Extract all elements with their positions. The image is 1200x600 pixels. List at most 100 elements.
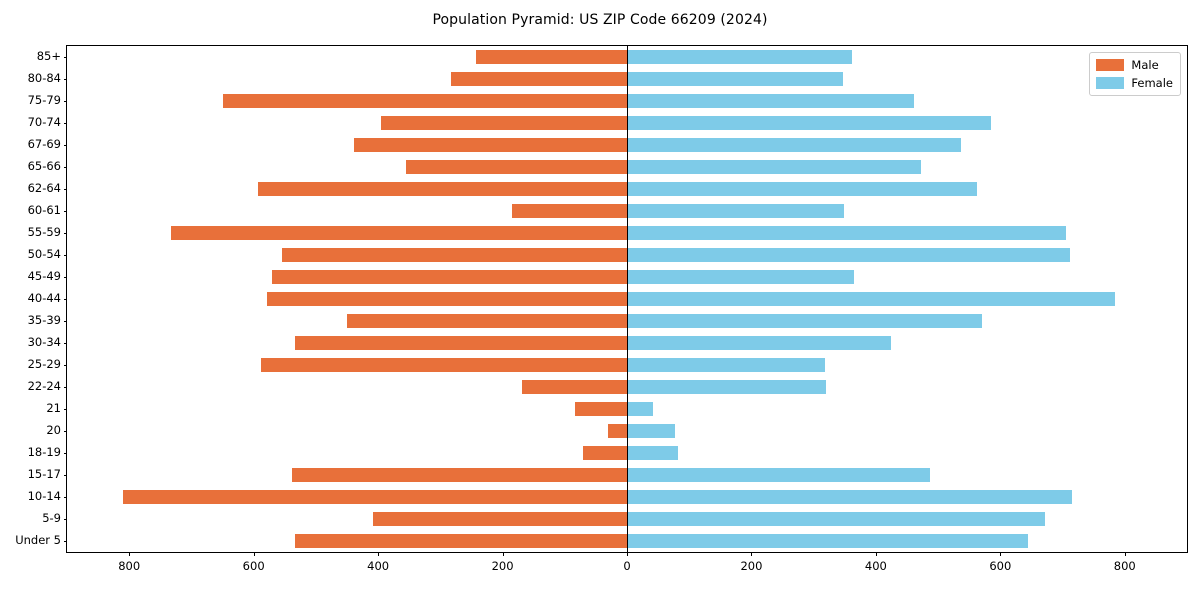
legend-item-male[interactable]: Male xyxy=(1096,58,1173,72)
y-tick-mark xyxy=(63,277,67,278)
x-tick-label-600-7: 600 xyxy=(989,559,1012,573)
legend-label-female: Female xyxy=(1131,76,1173,90)
y-tick-label-10-14: 10-14 xyxy=(27,489,61,503)
bar-row xyxy=(67,116,1187,130)
y-tick-label-under-5: Under 5 xyxy=(15,533,61,547)
bar-male-20 xyxy=(608,424,627,438)
bar-row xyxy=(67,270,1187,284)
y-tick-mark xyxy=(63,79,67,80)
bar-male-under-5 xyxy=(295,534,627,548)
y-tick-mark xyxy=(63,541,67,542)
legend-swatch-female xyxy=(1096,77,1125,89)
y-tick-label-22-24: 22-24 xyxy=(27,379,61,393)
bar-female-60-61 xyxy=(627,204,844,218)
x-tick-mark xyxy=(627,552,628,556)
y-tick-label-25-29: 25-29 xyxy=(27,357,61,371)
bar-row xyxy=(67,160,1187,174)
y-tick-label-18-19: 18-19 xyxy=(27,445,61,459)
y-tick-label-67-69: 67-69 xyxy=(27,137,61,151)
x-tick-mark xyxy=(1124,552,1126,556)
y-tick-mark xyxy=(63,167,67,168)
bar-male-21 xyxy=(574,402,627,416)
x-tick-label-800-8: 800 xyxy=(1113,559,1136,573)
bar-row xyxy=(67,424,1187,438)
x-tick-mark xyxy=(253,552,255,556)
bar-row xyxy=(67,468,1187,482)
y-tick-mark xyxy=(63,123,67,124)
bar-female-21 xyxy=(627,402,654,416)
x-tick-mark xyxy=(751,552,753,556)
bar-row xyxy=(67,182,1187,196)
bar-row xyxy=(67,402,1187,416)
bar-male-35-39 xyxy=(347,314,627,328)
x-tick-label-200-3: 200 xyxy=(491,559,514,573)
y-tick-label-5-9: 5-9 xyxy=(42,511,61,525)
y-tick-label-50-54: 50-54 xyxy=(27,247,61,261)
bar-male-22-24 xyxy=(522,380,627,394)
bar-row xyxy=(67,204,1187,218)
x-tick-mark xyxy=(378,552,380,556)
y-tick-mark xyxy=(63,387,67,388)
bar-female-22-24 xyxy=(627,380,827,394)
bar-female-80-84 xyxy=(627,72,843,86)
bar-row xyxy=(67,490,1187,504)
bar-male-10-14 xyxy=(123,490,627,504)
x-tick-label-400-2: 400 xyxy=(367,559,390,573)
bar-male-40-44 xyxy=(267,292,627,306)
bar-row xyxy=(67,72,1187,86)
plot-area xyxy=(67,46,1187,552)
bar-female-45-49 xyxy=(627,270,855,284)
bar-row xyxy=(67,248,1187,262)
bar-male-15-17 xyxy=(292,468,627,482)
y-tick-mark xyxy=(63,189,67,190)
x-tick-label-400-6: 400 xyxy=(864,559,887,573)
chart-legend: Male Female xyxy=(1089,52,1181,96)
x-tick-label-200-5: 200 xyxy=(740,559,763,573)
bar-female-70-74 xyxy=(627,116,991,130)
bar-male-50-54 xyxy=(281,248,627,262)
bar-row xyxy=(67,512,1187,526)
bar-row xyxy=(67,314,1187,328)
bar-male-80-84 xyxy=(450,72,627,86)
y-tick-mark xyxy=(63,321,67,322)
y-tick-mark xyxy=(63,211,67,212)
y-tick-mark xyxy=(63,365,67,366)
legend-item-female[interactable]: Female xyxy=(1096,76,1173,90)
y-tick-mark xyxy=(63,519,67,520)
bar-row xyxy=(67,50,1187,64)
bar-female-18-19 xyxy=(627,446,679,460)
y-tick-mark xyxy=(63,255,67,256)
bar-male-25-29 xyxy=(261,358,627,372)
bar-male-75-79 xyxy=(222,94,627,108)
bar-male-60-61 xyxy=(511,204,627,218)
y-tick-mark xyxy=(63,431,67,432)
bar-row xyxy=(67,292,1187,306)
y-tick-mark xyxy=(63,57,67,58)
y-tick-mark xyxy=(63,497,67,498)
bar-male-67-69 xyxy=(354,138,627,152)
y-tick-mark xyxy=(63,299,67,300)
bar-female-55-59 xyxy=(627,226,1067,240)
bar-row xyxy=(67,336,1187,350)
y-tick-label-45-49: 45-49 xyxy=(27,269,61,283)
bar-male-62-64 xyxy=(258,182,627,196)
y-tick-label-65-66: 65-66 xyxy=(27,159,61,173)
y-tick-label-75-79: 75-79 xyxy=(27,93,61,107)
y-tick-label-62-64: 62-64 xyxy=(27,181,61,195)
bar-male-85- xyxy=(475,50,627,64)
y-tick-mark xyxy=(63,233,67,234)
x-tick-label-600-1: 600 xyxy=(242,559,265,573)
bar-row xyxy=(67,138,1187,152)
bar-female-62-64 xyxy=(627,182,978,196)
bar-row xyxy=(67,446,1187,460)
legend-label-male: Male xyxy=(1131,58,1159,72)
bar-female-5-9 xyxy=(627,512,1045,526)
y-tick-label-40-44: 40-44 xyxy=(27,291,61,305)
legend-swatch-male xyxy=(1096,59,1125,71)
bar-female-30-34 xyxy=(627,336,892,350)
bar-row xyxy=(67,358,1187,372)
bar-female-20 xyxy=(627,424,675,438)
y-tick-label-35-39: 35-39 xyxy=(27,313,61,327)
bar-row xyxy=(67,226,1187,240)
